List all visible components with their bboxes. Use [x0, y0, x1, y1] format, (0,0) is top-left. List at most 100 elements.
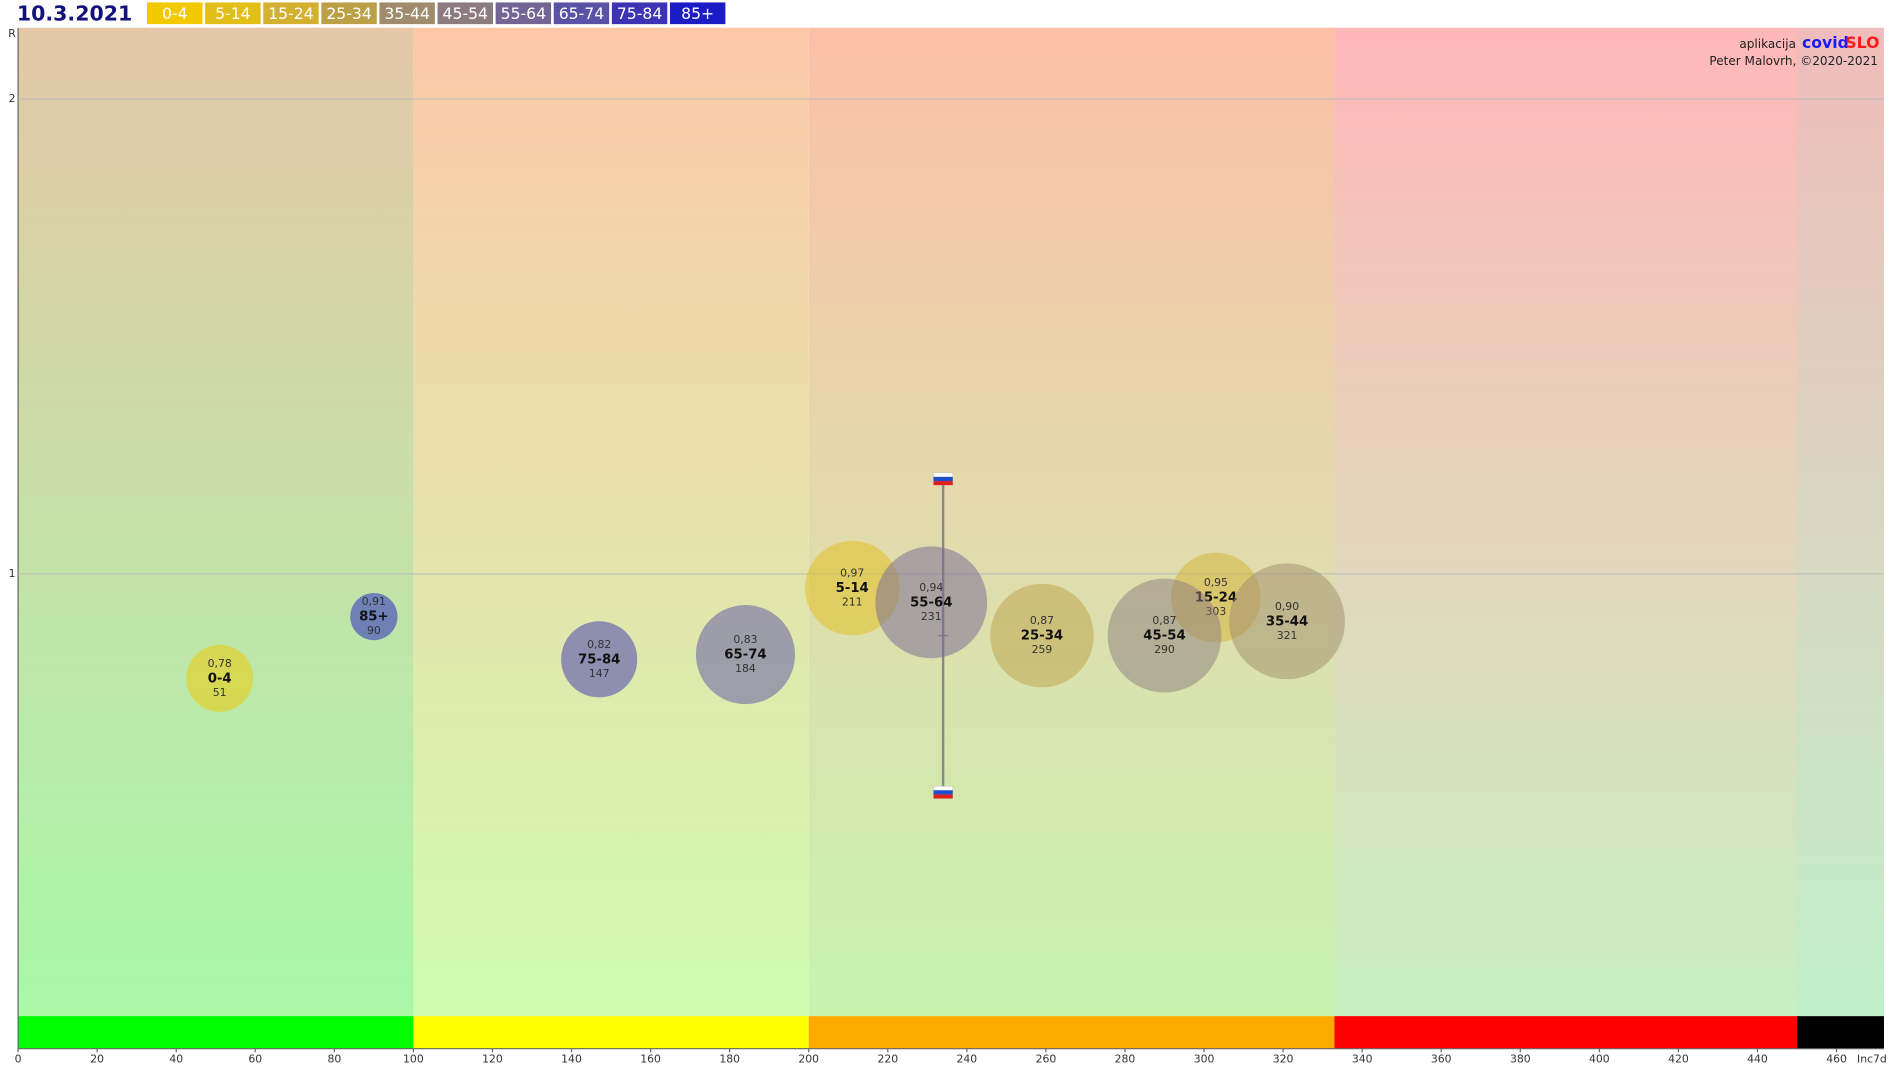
x-tick-label: 180 [719, 1053, 740, 1066]
bubble-inc-label: 51 [213, 686, 227, 699]
legend-chip[interactable] [263, 2, 319, 25]
zone-background [1797, 27, 1884, 1017]
legend-chip[interactable] [669, 2, 726, 25]
x-tick-label: 300 [1194, 1053, 1215, 1066]
bubble-name: 5-14 [836, 581, 869, 596]
bubble-name: 45-54 [1143, 629, 1185, 644]
bubble-name: 75-84 [578, 652, 620, 667]
bubble-inc-label: 290 [1154, 643, 1175, 656]
bubble [990, 583, 1094, 688]
bubble-value-label: 0,83 [733, 633, 757, 646]
bubble [1107, 578, 1222, 693]
legend-label[interactable]: 0-4 [162, 4, 188, 23]
bubble-value-label: 0,94 [919, 581, 943, 594]
credit-brand: SLO [1845, 33, 1879, 52]
x-tick-label: 140 [561, 1053, 582, 1066]
bubble-value-label: 0,95 [1204, 576, 1228, 589]
legend-label[interactable]: 65-74 [559, 4, 605, 23]
legend-label[interactable]: 75-84 [617, 4, 663, 23]
x-tick-label: 20 [90, 1053, 104, 1066]
bubble-name: 25-34 [1021, 629, 1063, 644]
bubble-inc-label: 259 [1032, 643, 1053, 656]
zone-band [1797, 1016, 1884, 1049]
x-tick-label: 40 [169, 1053, 183, 1066]
legend-label[interactable]: 25-34 [326, 4, 372, 23]
x-tick-label: 420 [1668, 1053, 1689, 1066]
zone-background [18, 27, 414, 1017]
bubble-name: 0-4 [208, 671, 232, 686]
zone-band [413, 1016, 809, 1049]
flag [933, 472, 954, 486]
legend-chip[interactable] [205, 2, 261, 25]
legend-chip[interactable] [495, 2, 552, 25]
legend-label[interactable]: 15-24 [268, 4, 314, 23]
bubble-name: 55-64 [910, 595, 952, 610]
bubble-inc-label: 90 [367, 624, 381, 637]
bubble-inc-label: 231 [921, 610, 942, 623]
x-tick-label: 320 [1273, 1053, 1294, 1066]
x-tick-label: 440 [1747, 1053, 1768, 1066]
x-tick-label: 360 [1431, 1053, 1452, 1066]
x-tick-label: 120 [482, 1053, 503, 1066]
bubble-value-label: 0,97 [840, 567, 864, 580]
x-axis-label: Inc7d [1857, 1053, 1887, 1066]
bubble [350, 592, 398, 641]
credit-brand: covid [1802, 33, 1849, 52]
y-axis-label: R [8, 27, 16, 40]
y-tick-label: 2 [9, 92, 16, 105]
legend-chip[interactable] [321, 2, 377, 25]
x-tick-label: 280 [1115, 1053, 1136, 1066]
x-tick-label: 460 [1826, 1053, 1847, 1066]
bubble-inc-label: 147 [589, 667, 610, 680]
bubble-value-label: 0,87 [1030, 614, 1054, 627]
y-tick-label: 1 [9, 567, 16, 580]
bubble-value-label: 0,91 [362, 595, 386, 608]
legend-label[interactable]: 45-54 [443, 4, 489, 23]
bubble-value-label: 0,87 [1152, 614, 1176, 627]
x-tick-label: 240 [957, 1053, 978, 1066]
x-tick-label: 100 [403, 1053, 424, 1066]
x-tick-label: 400 [1589, 1053, 1610, 1066]
x-tick-label: 0 [15, 1053, 22, 1066]
credit-app: aplikacija [1739, 37, 1796, 51]
x-tick-label: 340 [1352, 1053, 1373, 1066]
x-tick-label: 60 [248, 1053, 262, 1066]
bubble [695, 605, 796, 705]
legend-chip[interactable] [553, 2, 610, 25]
legend-label[interactable]: 35-44 [384, 4, 430, 23]
bubble [804, 540, 900, 636]
x-tick-label: 220 [877, 1053, 898, 1066]
bubble-value-label: 0,82 [587, 638, 611, 651]
legend-chip[interactable] [437, 2, 493, 25]
bubble-value-label: 0,78 [208, 657, 232, 670]
zone-band [18, 1016, 414, 1049]
date: 10.3.2021 [17, 1, 132, 25]
x-tick-label: 260 [1036, 1053, 1057, 1066]
legend-label[interactable]: 55-64 [501, 4, 547, 23]
bubble-inc-label: 321 [1277, 629, 1298, 642]
credit-author: Peter Malovrh, ©2020-2021 [1709, 54, 1878, 68]
bubble [561, 621, 638, 698]
x-tick-label: 80 [327, 1053, 341, 1066]
zone-band [1334, 1016, 1798, 1049]
zone-background [413, 27, 809, 1017]
zone-band [808, 1016, 1335, 1049]
legend-chip[interactable] [379, 2, 435, 25]
bubble-inc-label: 184 [735, 662, 756, 675]
flag [933, 785, 954, 799]
bubble [875, 546, 988, 659]
bubble-name: 65-74 [724, 648, 766, 663]
legend-chip[interactable] [147, 2, 203, 25]
zone-background [1334, 27, 1798, 1017]
x-tick-label: 380 [1510, 1053, 1531, 1066]
legend-chip[interactable] [611, 2, 668, 25]
bubble-inc-label: 211 [842, 596, 863, 609]
bubble [1229, 563, 1345, 680]
bubble-value-label: 0,90 [1275, 600, 1299, 613]
bubble-name: 85+ [359, 610, 389, 625]
legend-label[interactable]: 85+ [681, 4, 714, 23]
zone-background [808, 27, 1335, 1017]
legend-label[interactable]: 5-14 [215, 4, 251, 23]
x-tick-label: 160 [640, 1053, 661, 1066]
